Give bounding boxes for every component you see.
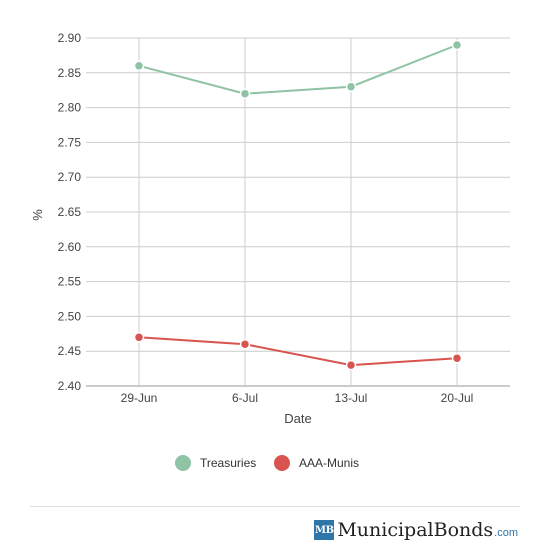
brand-tld: .com xyxy=(494,526,518,539)
y-tick-label: 2.60 xyxy=(58,240,82,254)
data-point[interactable] xyxy=(451,39,463,51)
brand-mark-icon: MB xyxy=(314,520,335,540)
series-treasuries xyxy=(133,39,463,99)
y-tick-label: 2.55 xyxy=(58,275,82,289)
legend-item[interactable]: Treasuries xyxy=(175,455,256,471)
legend-swatch-icon xyxy=(175,455,191,471)
data-point[interactable] xyxy=(345,359,357,371)
y-tick-label: 2.50 xyxy=(58,309,82,323)
x-tick-label: 6-Jul xyxy=(232,391,258,405)
data-point[interactable] xyxy=(239,88,251,99)
y-axis-title: % xyxy=(30,209,45,221)
legend: Treasuries AAA-Munis xyxy=(175,455,359,471)
data-point[interactable] xyxy=(451,352,463,364)
y-axis-tick-labels: 2.90 2.85 2.80 2.75 2.70 2.65 2.60 2.55 2.50 2.45… xyxy=(58,31,82,393)
legend-swatch-icon xyxy=(274,455,290,471)
y-tick-label: 2.90 xyxy=(58,31,82,45)
horizontal-gridlines xyxy=(86,37,510,387)
y-tick-label: 2.65 xyxy=(58,205,82,219)
y-tick-label: 2.80 xyxy=(58,101,82,115)
y-tick-label: 2.70 xyxy=(58,170,82,184)
y-tick-label: 2.75 xyxy=(58,135,82,149)
x-tick-label: 13-Jul xyxy=(335,391,368,405)
series-line xyxy=(138,44,458,95)
data-point[interactable] xyxy=(239,338,251,350)
y-tick-label: 2.45 xyxy=(58,344,82,358)
x-tick-label: 29-Jun xyxy=(121,391,158,405)
series-line xyxy=(138,336,458,367)
series-layer xyxy=(133,39,463,371)
footer-divider xyxy=(30,506,520,507)
data-point[interactable] xyxy=(133,60,145,72)
data-point[interactable] xyxy=(345,81,357,92)
legend-label: AAA-Munis xyxy=(299,456,359,470)
x-axis-tick-labels: 29-Jun 6-Jul 13-Jul 20-Jul xyxy=(121,391,474,405)
line-chart: 2.90 2.85 2.80 2.75 2.70 2.65 2.60 2.55 2.50 2.45… xyxy=(30,31,510,471)
y-tick-label: 2.85 xyxy=(58,66,82,80)
data-point[interactable] xyxy=(133,332,145,343)
legend-label: Treasuries xyxy=(200,456,256,470)
x-tick-label: 20-Jul xyxy=(441,391,474,405)
brand-name: MunicipalBonds xyxy=(337,519,494,541)
y-tick-label: 2.40 xyxy=(58,379,82,393)
x-axis-title: Date xyxy=(284,411,311,426)
series-aaa-munis xyxy=(133,332,463,371)
brand-logo[interactable]: MB MunicipalBonds .com xyxy=(314,519,518,541)
legend-item[interactable]: AAA-Munis xyxy=(274,455,359,471)
